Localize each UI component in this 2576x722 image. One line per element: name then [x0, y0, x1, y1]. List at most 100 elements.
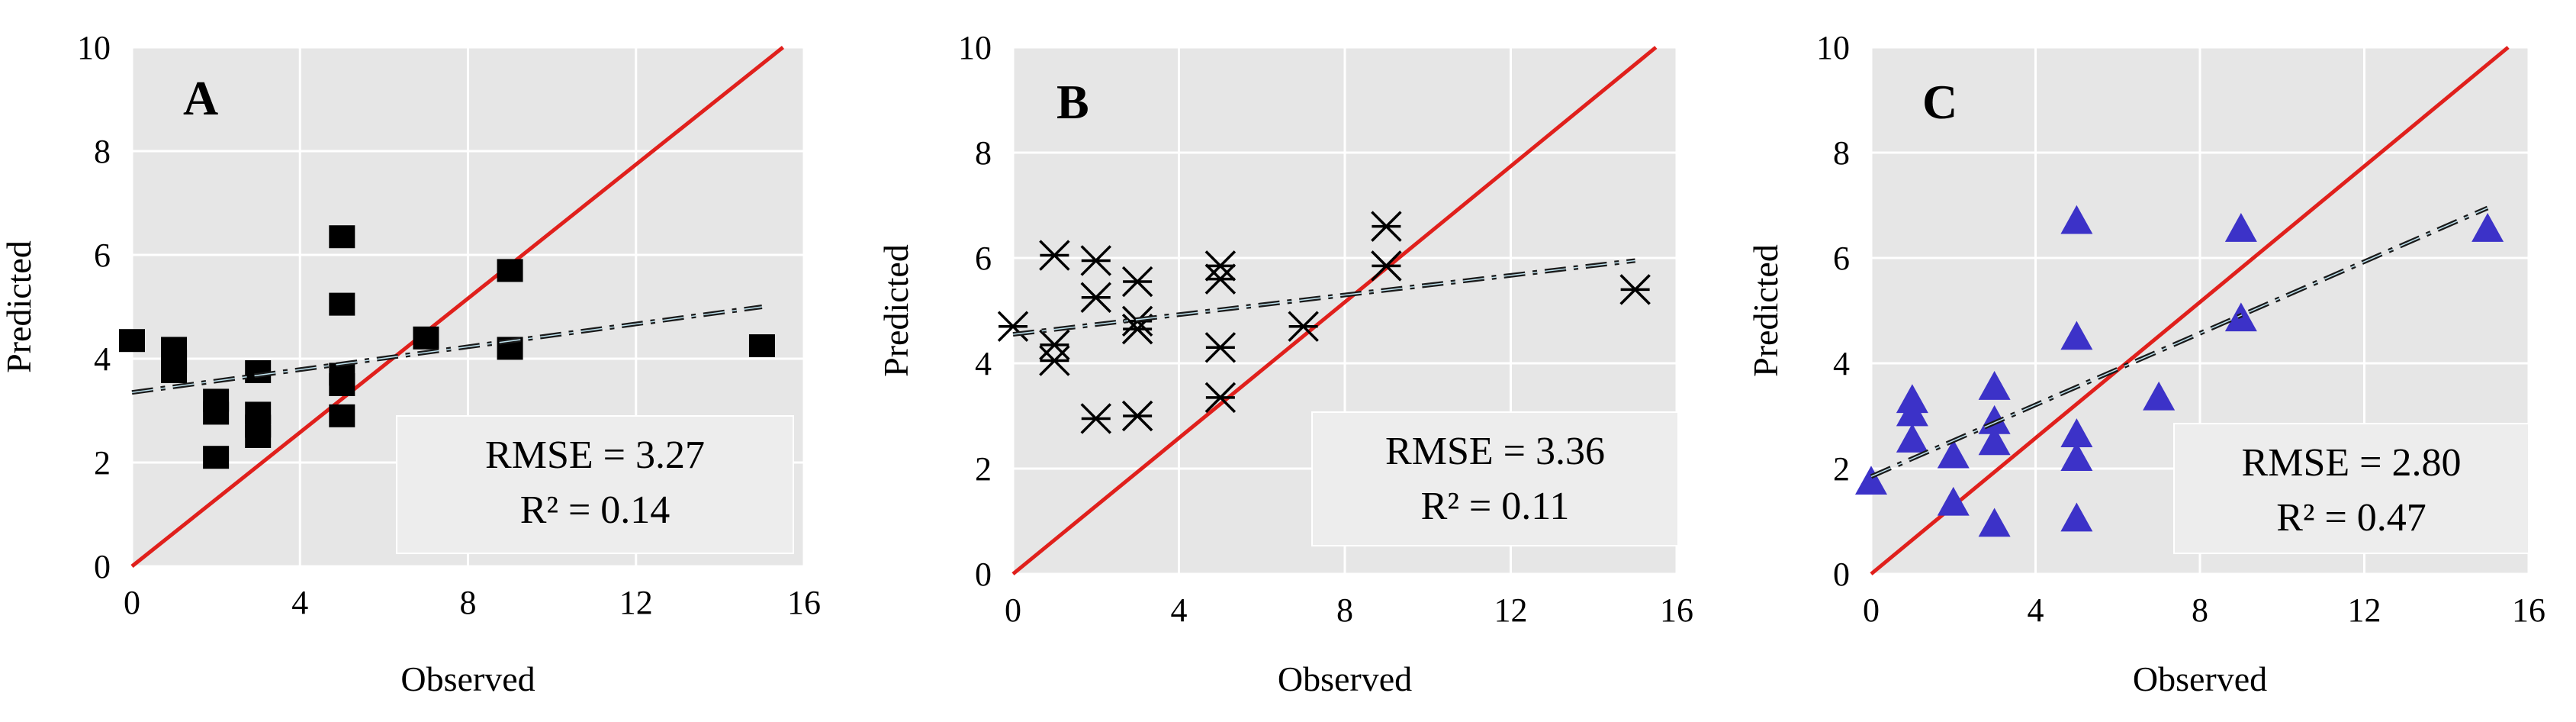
trend-line-core — [131, 306, 763, 393]
data-point — [1619, 274, 1651, 305]
x-tick-label: 8 — [460, 584, 477, 621]
y-tick-label: 10 — [1816, 29, 1850, 66]
data-point — [245, 360, 272, 383]
x-tick-label: 16 — [2512, 591, 2545, 629]
data-point — [2060, 418, 2093, 447]
r2-label: R² = 0.11 — [1421, 485, 1570, 528]
x-tick-label: 8 — [1336, 591, 1353, 629]
y-tick-label: 6 — [1833, 240, 1850, 277]
data-point — [203, 401, 230, 425]
x-tick-label: 16 — [1660, 591, 1693, 629]
panel-letter: B — [1056, 75, 1089, 129]
trend-line-core — [1870, 207, 2488, 478]
chart-panel-a: RMSE = 3.27 R² = 0.14 A 0 2 4 6 8 10 0 4 8 12 16 Obser… — [0, 29, 821, 698]
data-point — [497, 259, 523, 282]
data-point — [2060, 205, 2093, 234]
data-point — [1121, 266, 1153, 298]
y-tick-label: 8 — [975, 134, 992, 172]
data-point — [1855, 466, 1887, 495]
x-tick-label: 0 — [124, 584, 140, 621]
data-point — [329, 292, 355, 316]
x-tick-label: 0 — [1863, 591, 1880, 629]
data-point — [1080, 282, 1111, 313]
data-point — [245, 425, 272, 448]
data-point — [1896, 397, 1928, 427]
data-point — [329, 404, 355, 427]
data-point — [2060, 502, 2093, 532]
x-tick-label: 8 — [2192, 591, 2208, 629]
stats-box — [1311, 411, 1679, 546]
data-point — [119, 329, 145, 353]
x-tick-label: 12 — [2348, 591, 2381, 629]
y-tick-label: 0 — [94, 548, 111, 585]
r2-label: R² = 0.47 — [2276, 496, 2426, 540]
stats-box — [396, 415, 794, 554]
y-tick-label: 2 — [975, 450, 992, 488]
y-axis-title: Predicted — [876, 244, 915, 377]
rmse-label: RMSE = 3.27 — [485, 434, 705, 477]
data-point — [1371, 250, 1402, 282]
rmse-label: RMSE = 2.80 — [2242, 441, 2462, 485]
r2-label: R² = 0.14 — [520, 488, 671, 532]
x-tick-label: 16 — [787, 584, 821, 621]
data-point — [1288, 311, 1319, 342]
stats-box — [2173, 423, 2529, 554]
x-tick-label: 12 — [619, 584, 653, 621]
chart-panel-c: RMSE = 2.80 R² = 0.47 C 0 2 4 6 8 10 0 4 8 12 16 Obser… — [1746, 29, 2545, 698]
data-point — [2471, 213, 2504, 242]
y-tick-label: 8 — [94, 133, 111, 170]
data-point — [329, 225, 355, 249]
chart-panel-b: RMSE = 3.36 R² = 0.11 B 0 2 4 6 8 10 0 4 8 12 16 Obser… — [876, 29, 1693, 698]
x-tick-label: 12 — [1494, 591, 1528, 629]
data-point — [1937, 486, 1970, 516]
data-point — [1896, 424, 1928, 453]
data-point — [161, 360, 188, 383]
y-tick-label: 8 — [1833, 134, 1850, 172]
data-point — [1039, 240, 1070, 271]
y-tick-label: 4 — [975, 345, 992, 382]
data-point — [2060, 321, 2093, 350]
y-tick-label: 4 — [1833, 345, 1850, 382]
panel-letter: C — [1922, 75, 1957, 129]
x-tick-label: 0 — [1005, 591, 1021, 629]
y-axis-title: Predicted — [0, 240, 38, 373]
y-tick-label: 6 — [94, 237, 111, 274]
data-point — [1039, 345, 1070, 376]
y-tick-label: 4 — [94, 340, 111, 378]
data-point — [1039, 329, 1070, 361]
y-tick-label: 10 — [77, 29, 111, 66]
y-tick-label: 6 — [975, 240, 992, 277]
y-tick-label: 0 — [975, 556, 992, 593]
x-axis-title: Observed — [2133, 659, 2267, 698]
data-point — [2224, 213, 2257, 242]
one-to-one-line — [130, 46, 785, 568]
one-to-one-line — [1870, 46, 2510, 575]
rmse-label: RMSE = 3.36 — [1385, 430, 1605, 473]
x-tick-label: 4 — [291, 584, 308, 621]
y-tick-label: 10 — [958, 29, 992, 66]
y-tick-label: 2 — [94, 444, 111, 482]
y-tick-label: 2 — [1833, 450, 1850, 488]
data-point — [329, 373, 355, 396]
data-point — [1204, 250, 1237, 282]
data-point — [2060, 442, 2093, 471]
x-axis-title: Observed — [400, 659, 535, 698]
panel-letter: A — [183, 71, 218, 125]
data-point — [1204, 332, 1237, 363]
one-to-one-line — [1011, 46, 1658, 575]
data-point — [748, 334, 775, 357]
data-point — [2143, 381, 2176, 411]
data-point — [1121, 400, 1153, 432]
data-point — [1978, 426, 2011, 456]
data-point — [1371, 211, 1402, 242]
data-point — [1978, 508, 2011, 537]
y-axis-title: Predicted — [1746, 244, 1785, 377]
data-point — [997, 311, 1029, 342]
data-point — [1978, 371, 2011, 400]
data-point — [1204, 382, 1237, 414]
data-point — [1937, 439, 1970, 469]
y-tick-label: 0 — [1833, 556, 1850, 593]
x-tick-label: 4 — [2028, 591, 2044, 629]
data-point — [203, 446, 230, 469]
